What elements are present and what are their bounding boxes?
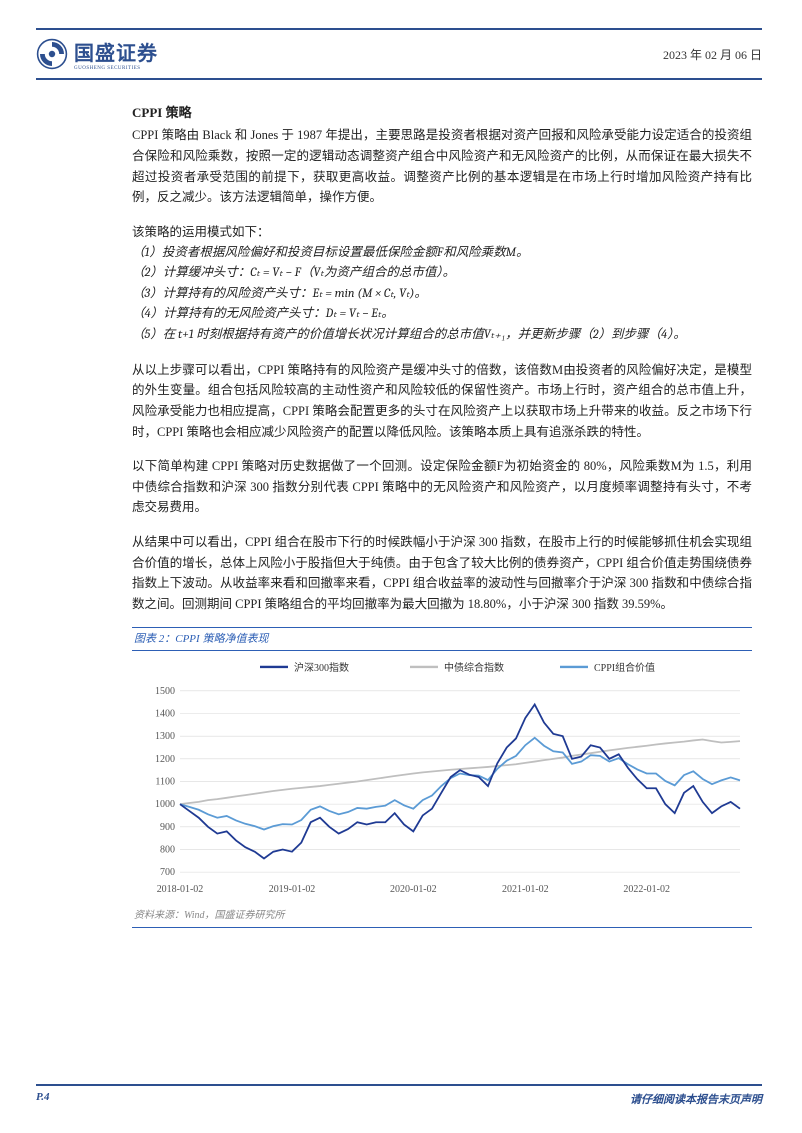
svg-text:800: 800 xyxy=(160,844,175,855)
svg-text:2021-01-02: 2021-01-02 xyxy=(502,884,549,895)
svg-text:中债综合指数: 中债综合指数 xyxy=(444,661,504,674)
svg-text:1200: 1200 xyxy=(155,754,175,765)
paragraph-3: 从以上步骤可以看出，CPPI 策略持有的风险资产是缓冲头寸的倍数，该倍数M由投资… xyxy=(132,360,752,443)
chart-caption: 图表 2：CPPI 策略净值表现 xyxy=(132,627,752,648)
svg-text:2022-01-02: 2022-01-02 xyxy=(623,884,670,895)
page-footer: P.4 请仔细阅读本报告末页声明 xyxy=(36,1084,762,1107)
page-number: P.4 xyxy=(36,1091,50,1107)
svg-text:1400: 1400 xyxy=(155,708,175,719)
step-2: （2）计算缓冲头寸：Cₜ = Vₜ − F（Vₜ为资产组合的总市值）。 xyxy=(132,263,752,284)
svg-text:CPPI组合价值: CPPI组合价值 xyxy=(594,661,655,674)
paragraph-2-intro: 该策略的运用模式如下： xyxy=(132,222,752,243)
footer-note: 请仔细阅读本报告末页声明 xyxy=(630,1091,762,1107)
svg-text:2020-01-02: 2020-01-02 xyxy=(390,884,437,895)
svg-text:900: 900 xyxy=(160,822,175,833)
company-name-en: GUOSHENG SECURITIES xyxy=(74,66,158,71)
section-title: CPPI 策略 xyxy=(132,102,752,123)
left-margin xyxy=(0,0,36,1133)
svg-text:1500: 1500 xyxy=(155,686,175,697)
step-1: （1）投资者根据风险偏好和投资目标设置最低保险金额F和风险乘数M。 xyxy=(132,243,752,264)
body-content: CPPI 策略 CPPI 策略由 Black 和 Jones 于 1987 年提… xyxy=(132,102,752,928)
paragraph-4: 以下简单构建 CPPI 策略对历史数据做了一个回测。设定保险金额F为初始资金的 … xyxy=(132,456,752,518)
svg-text:沪深300指数: 沪深300指数 xyxy=(294,661,349,674)
step-4: （4）计算持有的无风险资产头寸：Dₜ = Vₜ − Eₜ。 xyxy=(132,304,752,325)
company-logo-icon xyxy=(36,38,68,70)
chart-source: 资料来源：Wind，国盛证券研究所 xyxy=(132,906,752,928)
svg-text:1000: 1000 xyxy=(155,799,175,810)
svg-text:1100: 1100 xyxy=(155,776,175,787)
line-chart: 700 800 900 1000 1100 1200 1300 1400 1500 2018-01… xyxy=(132,650,752,900)
step-5: （5）在 t+1 时刻根据持有资产的价值增长状况计算组合的总市值Vₜ₊₁，并更新… xyxy=(132,325,752,346)
svg-text:700: 700 xyxy=(160,867,175,878)
page-header: 国盛证券 GUOSHENG SECURITIES 2023 年 02 月 06 … xyxy=(36,28,762,80)
step-3: （3）计算持有的风险资产头寸：Eₜ = min (M × Cₜ, Vₜ)。 xyxy=(132,284,752,305)
svg-text:2019-01-02: 2019-01-02 xyxy=(269,884,316,895)
logo-block: 国盛证券 GUOSHENG SECURITIES xyxy=(36,37,158,71)
company-name-cn: 国盛证券 xyxy=(74,43,158,65)
svg-text:2018-01-02: 2018-01-02 xyxy=(157,884,204,895)
svg-text:1300: 1300 xyxy=(155,731,175,742)
paragraph-5: 从结果中可以看出，CPPI 组合在股市下行的时候跌幅小于沪深 300 指数，在股… xyxy=(132,532,752,615)
paragraph-1: CPPI 策略由 Black 和 Jones 于 1987 年提出，主要思路是投… xyxy=(132,125,752,208)
report-date: 2023 年 02 月 06 日 xyxy=(663,46,762,63)
